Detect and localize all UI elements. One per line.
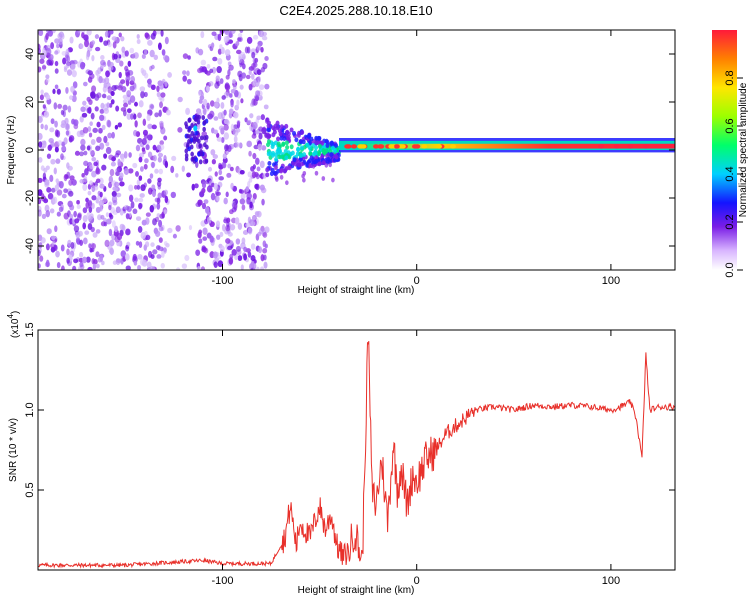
heatmap-region-spot: [184, 114, 209, 165]
snr-scale-exponent: 4: [6, 314, 15, 319]
chart-title: C2E4.2025.288.10.18.E10: [279, 3, 432, 18]
heatmap-y-tick-label: 20: [24, 96, 36, 108]
heatmap-y-tick-label: -20: [24, 190, 36, 206]
snr-series-line: [38, 341, 675, 569]
colorbar: 0.0 0.2 0.4 0.6 0.8 Normalized spectral ampl…: [712, 30, 749, 278]
svg-text:(x104): (x104): [6, 311, 21, 338]
colorbar-label: Normalized spectral amplitude: [738, 82, 749, 217]
spectrogram-panel: -100 0 100 -40 -20 0 20 40 Height of straight l…: [6, 29, 676, 296]
colorbar-tick-label: 0.0: [724, 262, 736, 277]
heatmap-region-scattered-noise: [38, 30, 270, 270]
colorbar-tick-label: 0.6: [724, 118, 736, 133]
colorbar-tick-label: 0.2: [724, 214, 736, 229]
snr-x-tick-label: 0: [414, 575, 420, 587]
snr-y-axis-title: SNR (10 * v/v): [8, 418, 19, 482]
snr-scale-base: (x10: [10, 318, 21, 338]
heatmap-y-tick-label: 0: [24, 147, 36, 153]
heatmap-x-tick-label: 0: [414, 275, 420, 287]
colorbar-tick-label: 0.4: [724, 166, 736, 181]
snr-y-tick-label: 1.5: [24, 322, 36, 337]
heatmap-x-tick-label: 100: [602, 275, 620, 287]
snr-panel: -100 0 100 0.5 1.0 1.5 Height of straight lin…: [6, 311, 676, 596]
snr-x-tick-label: -100: [211, 575, 233, 587]
heatmap-y-axis-title: Frequency (Hz): [6, 116, 17, 185]
heatmap-region-broadened-signal: [265, 117, 341, 186]
colorbar-tick-label: 0.8: [724, 70, 736, 85]
snr-y-tick-label: 0.5: [24, 482, 36, 497]
heatmap-y-tick-label: 40: [24, 48, 36, 60]
snr-frame: [37, 329, 676, 571]
snr-y-tick-label: 1.0: [24, 402, 36, 417]
snr-scale-label: (x104): [6, 311, 21, 338]
snr-x-axis-title: Height of straight line (km): [298, 585, 415, 596]
colorbar-gradient: [712, 30, 737, 270]
heatmap-region-narrow-carrier: [339, 138, 675, 153]
heatmap-x-tick-label: -100: [211, 275, 233, 287]
snr-x-tick-label: 100: [602, 575, 620, 587]
heatmap-x-axis-title: Height of straight line (km): [298, 285, 415, 296]
heatmap-y-tick-label: -40: [24, 238, 36, 254]
